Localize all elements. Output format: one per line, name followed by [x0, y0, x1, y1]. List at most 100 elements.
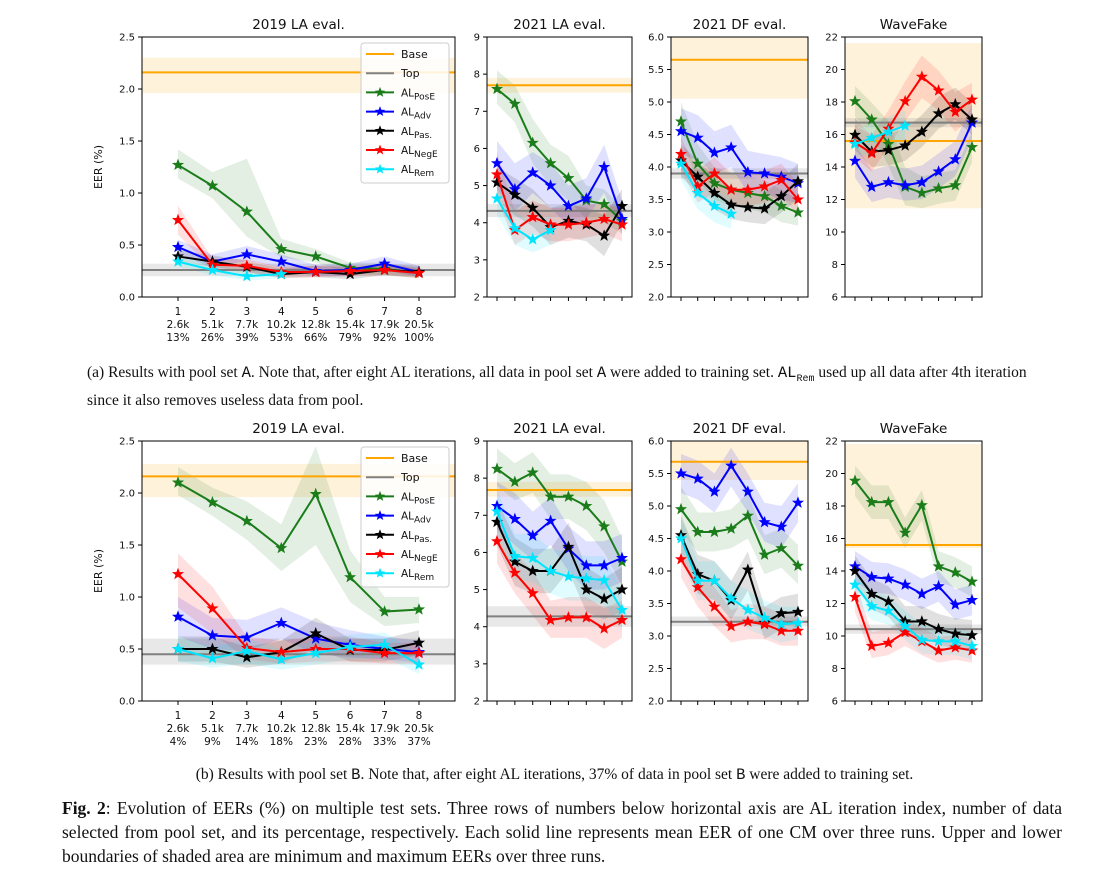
point-al-rem — [674, 532, 688, 544]
point-al-pas — [882, 143, 895, 156]
y-tick-label: 6 — [832, 697, 838, 708]
point-al-rem — [882, 604, 895, 616]
series-line-al-rem — [680, 163, 732, 215]
panel-1-4: WaveFake 6 8 10 12 14 16 18 20 22 — [825, 17, 983, 304]
point-al-pose — [309, 487, 322, 500]
point-al-pose — [378, 605, 391, 617]
x-count-label: 20.5k — [404, 723, 434, 735]
legend-marker — [374, 106, 386, 117]
point-al-rem — [674, 157, 688, 169]
point-al-pose — [508, 475, 521, 488]
point-al-adv — [240, 248, 253, 260]
point-al-adv — [865, 570, 878, 583]
point-al-nege — [171, 567, 185, 580]
legend-label-sub: Pas. — [414, 535, 432, 545]
point-al-adv — [490, 156, 504, 169]
y-tick-label: 18 — [825, 502, 838, 513]
point-al-nege — [932, 84, 945, 96]
point-al-adv — [674, 124, 688, 137]
point-al-pose — [758, 189, 771, 202]
series-line-al-pose — [177, 164, 420, 275]
y-tick-label: 2.0 — [119, 85, 135, 96]
x-tick-label: 8 — [416, 710, 423, 722]
legend-marker — [374, 567, 386, 578]
y-tick-label: 2.5 — [119, 33, 135, 44]
point-al-nege — [674, 552, 688, 565]
point-al-nege — [378, 263, 391, 276]
y-tick-label: 7 — [474, 511, 480, 522]
plot-area — [845, 444, 982, 663]
x-tick-label: 5 — [312, 306, 319, 318]
point-al-pas — [882, 595, 895, 607]
point-al-nege — [691, 580, 704, 593]
panel-1-2: 2021 LA eval. 2 3 4 5 6 7 8 9 — [474, 17, 633, 304]
legend-marker — [374, 163, 386, 174]
axes-frame — [486, 440, 633, 702]
point-al-nege — [490, 534, 504, 547]
band-al-adv — [681, 108, 798, 203]
x-percent-label: 18% — [270, 736, 293, 748]
point-al-nege — [171, 213, 185, 226]
band-al-pose — [681, 486, 798, 584]
y-tick-label: 4 — [474, 622, 480, 633]
point-al-pose — [775, 541, 788, 554]
point-al-pas — [708, 186, 721, 199]
point-al-adv — [949, 598, 962, 610]
y-tick-label: 12 — [825, 195, 838, 206]
point-al-rem — [758, 611, 771, 623]
legend-label: Base — [401, 452, 428, 465]
point-al-nege — [206, 602, 219, 614]
point-al-rem — [344, 640, 357, 653]
point-al-pas — [775, 189, 788, 202]
point-al-nege — [949, 105, 962, 118]
point-al-rem — [915, 633, 928, 645]
point-al-pose — [526, 466, 539, 478]
band-al-rem — [497, 181, 551, 253]
panel-1-3: 2021 DF eval. 2.0 2.5 3.0 3.5 4.0 4.5 5.0 5.5 6.0 — [648, 17, 809, 304]
y-tick-label: 3.5 — [648, 599, 664, 610]
point-al-adv — [691, 131, 704, 143]
point-al-pas — [915, 125, 928, 137]
point-al-adv — [882, 572, 895, 584]
point-al-nege — [580, 611, 593, 623]
y-tick-label: 4.5 — [648, 130, 664, 141]
point-al-nege — [598, 212, 611, 225]
x-count-label: 20.5k — [404, 319, 434, 331]
point-al-pose — [949, 566, 962, 578]
y-tick-label: 1.0 — [119, 593, 135, 604]
x-tick-label: 7 — [381, 306, 388, 318]
y-tick-label: 9 — [474, 437, 480, 448]
point-al-rem — [741, 603, 754, 616]
point-al-nege — [562, 218, 575, 230]
point-al-nege — [725, 183, 738, 195]
series-line-al-nege — [177, 573, 419, 655]
point-al-rem — [865, 599, 878, 612]
band-al-rem — [178, 632, 419, 674]
point-al-rem — [848, 578, 862, 590]
point-al-pose — [949, 178, 962, 191]
point-al-pas — [741, 200, 754, 213]
x-count-label: 17.9k — [370, 319, 400, 331]
point-al-adv — [598, 559, 611, 571]
point-al-adv — [598, 160, 611, 173]
point-al-nege — [791, 624, 805, 636]
point-al-pose — [206, 496, 219, 508]
point-al-adv — [915, 175, 928, 188]
point-al-pose — [562, 171, 575, 184]
point-al-adv — [725, 459, 738, 471]
point-al-adv — [725, 141, 738, 153]
y-tick-label: 0.5 — [119, 645, 135, 656]
y-tick-label: 8 — [474, 70, 480, 81]
y-tick-label: 12 — [825, 599, 838, 610]
point-al-rem — [562, 570, 575, 582]
point-al-pose — [741, 509, 754, 521]
y-tick-label: 2 — [474, 293, 480, 304]
y-tick-label: 7 — [474, 107, 480, 118]
panel-title: 2019 LA eval. — [252, 421, 345, 437]
x-percent-label: 9% — [204, 736, 221, 748]
legend-label: Base — [401, 48, 428, 61]
point-al-pose — [791, 559, 805, 571]
point-al-rem — [691, 186, 704, 199]
point-al-rem — [580, 572, 593, 584]
